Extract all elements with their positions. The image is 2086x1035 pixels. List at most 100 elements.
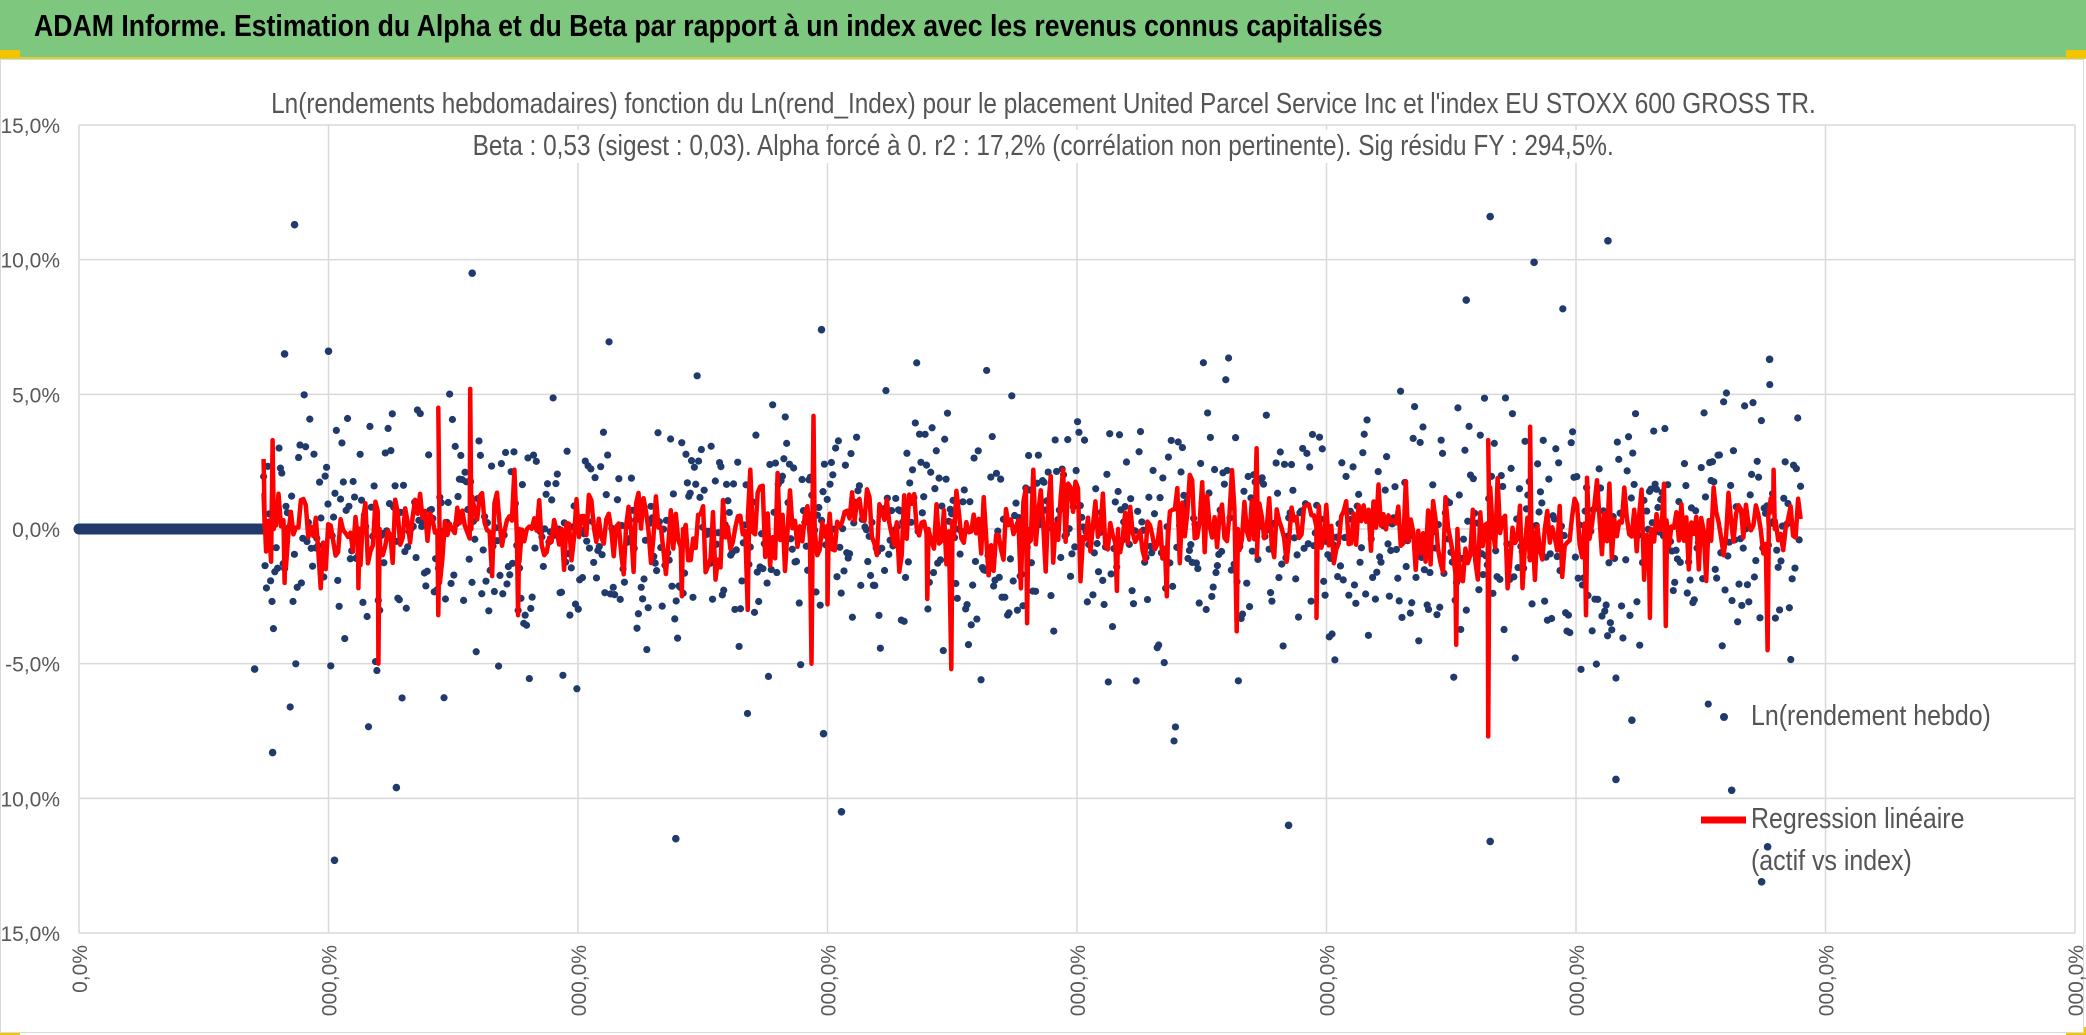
- scatter-point: [366, 422, 374, 430]
- scatter-point: [1550, 515, 1559, 523]
- scatter-point: [1185, 546, 1194, 555]
- scatter-point: [1749, 399, 1757, 407]
- scatter-point: [1171, 723, 1180, 731]
- scatter-point: [1108, 622, 1117, 631]
- scatter-point: [1416, 438, 1424, 447]
- scatter-point: [552, 480, 560, 488]
- scatter-point: [633, 624, 641, 632]
- scatter-point: [1209, 583, 1217, 591]
- scatter-point: [1192, 559, 1201, 567]
- scatter-point: [1107, 570, 1115, 578]
- scatter-point: [1548, 614, 1556, 623]
- x-tick-label: 0,0%: [69, 945, 92, 993]
- scatter-point: [1738, 601, 1746, 610]
- scatter-point: [1034, 451, 1042, 459]
- scatter-point: [734, 458, 742, 466]
- scatter-point: [524, 454, 532, 462]
- scatter-point: [310, 450, 318, 458]
- scatter-point: [585, 544, 594, 552]
- scatter-point: [349, 477, 357, 486]
- scatter-point: [539, 562, 547, 571]
- scatter-point: [987, 473, 995, 481]
- scatter-point: [1350, 581, 1359, 589]
- scatter-point: [918, 509, 926, 517]
- scatter-point: [370, 482, 378, 490]
- scatter-point: [1661, 424, 1669, 433]
- scatter-point: [1159, 474, 1167, 482]
- scatter-point: [1567, 439, 1575, 447]
- scatter-point: [672, 597, 680, 605]
- scatter-point: [306, 415, 314, 423]
- scatter-point: [1792, 465, 1800, 473]
- scatter-point: [1299, 444, 1307, 453]
- scatter-point: [1395, 597, 1403, 605]
- scatter-point: [1612, 775, 1620, 784]
- scatter-point: [387, 447, 395, 455]
- scatter-point: [767, 565, 775, 574]
- scatter-point: [696, 493, 704, 501]
- regression-line: [261, 386, 1803, 739]
- scatter-point: [689, 593, 697, 601]
- scatter-point: [1051, 436, 1059, 444]
- scatter-point: [1227, 566, 1235, 574]
- scatter-point: [1336, 562, 1345, 570]
- scatter-point: [1195, 599, 1203, 607]
- scatter-point: [1013, 606, 1022, 614]
- scatter-point: [499, 590, 507, 598]
- scatter-point: [882, 386, 890, 395]
- scatter-point: [700, 486, 708, 494]
- scatter-point: [892, 494, 900, 503]
- scatter-point: [274, 564, 282, 572]
- scatter-point: [1352, 599, 1360, 607]
- scatter-point: [1436, 603, 1444, 611]
- scatter-point: [671, 615, 679, 623]
- scatter-point: [983, 366, 991, 375]
- scatter-point: [525, 674, 533, 683]
- scatter-point: [1420, 566, 1428, 574]
- scatter-point: [1781, 458, 1789, 466]
- scatter-point: [1385, 592, 1393, 600]
- scatter-point: [601, 589, 609, 597]
- scatter-point: [1765, 355, 1774, 364]
- scatter-point: [672, 834, 680, 843]
- scatter-point: [903, 449, 911, 457]
- scatter-point: [1224, 354, 1233, 362]
- scatter-point: [936, 556, 945, 564]
- scatter-point: [1697, 463, 1705, 472]
- scatter-point: [1155, 641, 1163, 649]
- scatter-point: [1708, 458, 1717, 466]
- scatter-point: [1622, 556, 1630, 564]
- scatter-point: [977, 676, 985, 684]
- scatter-point: [1511, 654, 1519, 662]
- scatter-point: [297, 579, 305, 587]
- scatter-point: [1005, 609, 1013, 617]
- scatter-point: [683, 479, 691, 487]
- scatter-point: [599, 428, 608, 436]
- scatter-point: [970, 454, 978, 462]
- scatter-point: [1735, 580, 1743, 588]
- scatter-point: [1304, 540, 1312, 548]
- scatter-point: [290, 220, 299, 229]
- scatter-point: [268, 597, 276, 606]
- scatter-point: [735, 642, 743, 651]
- scatter-point: [1780, 494, 1788, 502]
- scatter-point: [1127, 495, 1135, 503]
- scatter-point: [1508, 410, 1517, 418]
- scatter-point: [553, 470, 561, 478]
- scatter-point: [322, 463, 331, 471]
- scatter-point: [864, 557, 872, 566]
- scatter-point: [847, 449, 855, 458]
- x-tick-label: 000,0%: [2065, 945, 2086, 1016]
- scatter-point: [1754, 473, 1763, 481]
- scatter-point: [1541, 597, 1549, 605]
- scatter-point: [841, 461, 849, 469]
- scatter-point: [338, 439, 346, 447]
- scatter-point: [1555, 459, 1563, 467]
- scatter-point: [1671, 578, 1679, 587]
- scatter-point: [1114, 487, 1122, 496]
- scatter-point: [450, 571, 458, 579]
- regression-series: [261, 386, 1803, 739]
- scatter-point: [639, 595, 647, 603]
- scatter-point: [381, 449, 389, 457]
